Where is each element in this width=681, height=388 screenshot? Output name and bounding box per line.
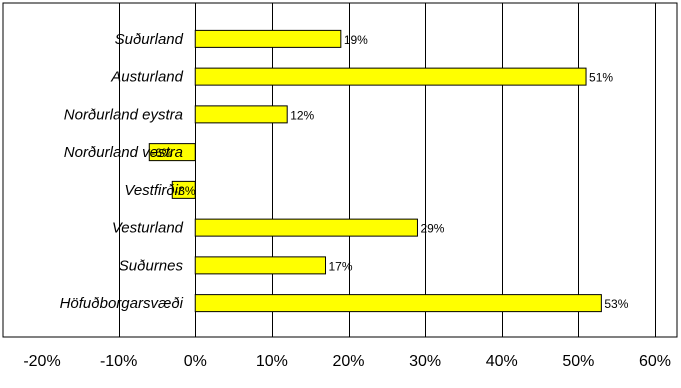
x-tick-label: 0% [184, 353, 207, 370]
x-tick-label: 40% [486, 353, 518, 370]
x-tick-label: 10% [256, 353, 288, 370]
category-label: Vestfirðir [124, 182, 184, 199]
bar [171, 180, 196, 199]
data-label: -6% [151, 146, 173, 160]
category-label: Suðurnes [119, 257, 184, 274]
category-label: Norðurland vestra [64, 144, 183, 161]
bar [148, 143, 196, 162]
data-label: 29% [420, 222, 444, 236]
labels: -20% -10% 0% 10% 20% 30% 40% 50% 60% Suðurland 19%… [23, 31, 671, 370]
bars [148, 29, 602, 313]
x-tick-label: 30% [409, 353, 441, 370]
x-tick-label: 60% [639, 353, 671, 370]
data-label: -3% [174, 184, 196, 198]
bar [194, 294, 602, 313]
data-label: 12% [290, 108, 314, 122]
data-label: 17% [329, 259, 353, 273]
bar [194, 256, 327, 275]
bar [194, 218, 418, 237]
category-label: Norðurland eystra [64, 106, 183, 123]
bar [194, 67, 587, 86]
data-label: 19% [344, 33, 368, 47]
category-label: Suðurland [115, 31, 184, 48]
category-label: Austurland [110, 69, 183, 86]
bar [194, 29, 342, 48]
x-tick-label: -20% [23, 353, 60, 370]
x-tick-label: 50% [562, 353, 594, 370]
x-tick-label: -10% [100, 353, 137, 370]
gridlines [119, 3, 656, 337]
category-label: Höfuðborgarsvæði [60, 295, 184, 312]
category-label: Vesturland [112, 220, 184, 237]
data-label: 51% [589, 71, 613, 85]
data-label: 53% [604, 297, 628, 311]
chart-area-border [2, 2, 678, 338]
bar [194, 105, 288, 124]
x-tick-label: 20% [332, 353, 364, 370]
